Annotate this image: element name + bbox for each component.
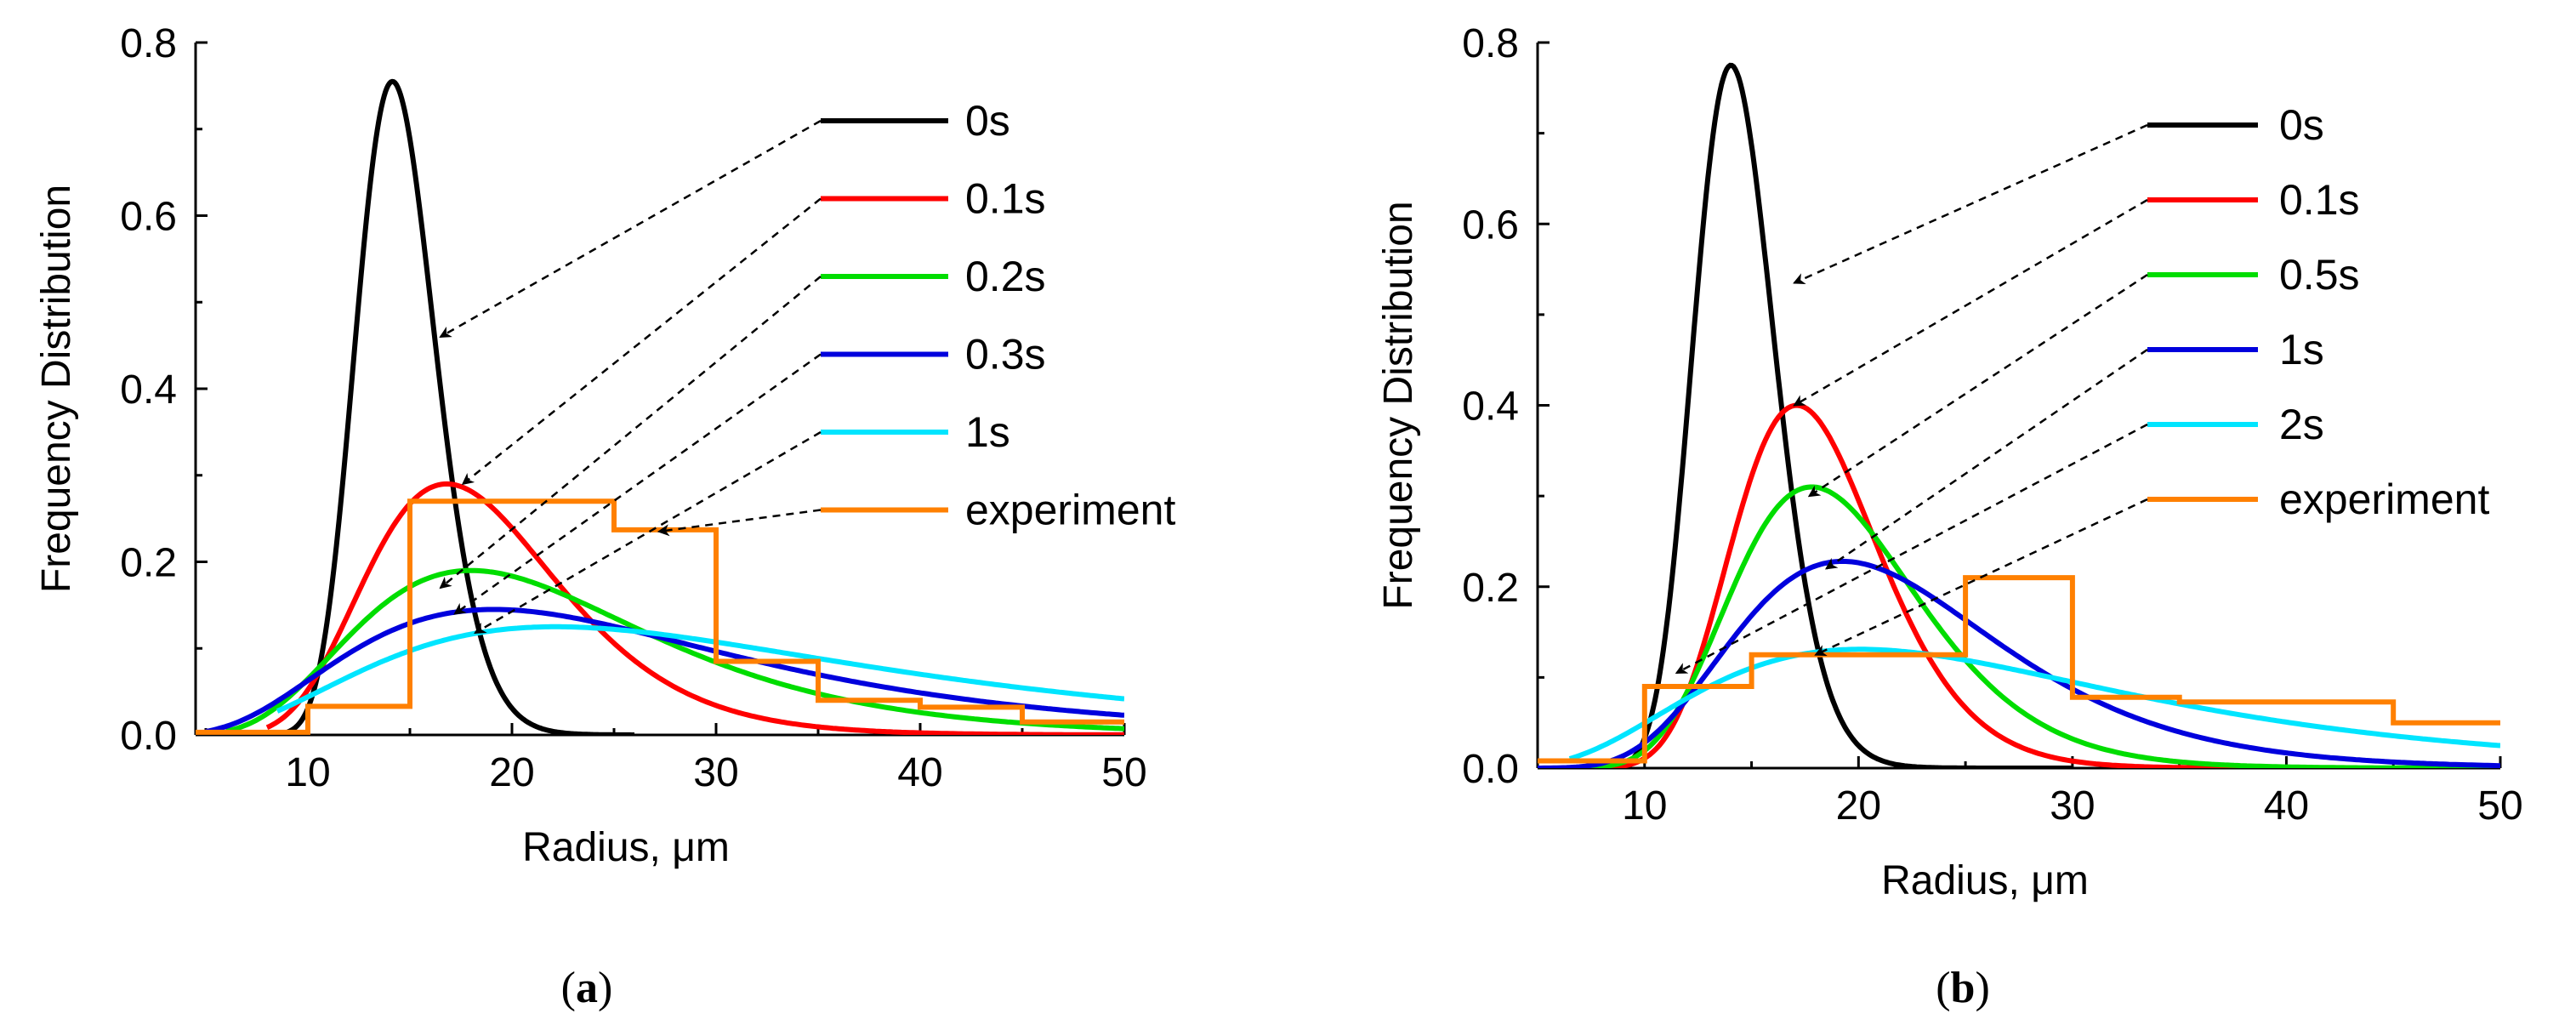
x-tick-label: 30 <box>2050 783 2095 829</box>
y-axis-title: Frequency Distribution <box>34 185 79 593</box>
x-tick-label: 40 <box>897 750 942 795</box>
series-0.2s <box>225 567 1124 734</box>
legend-label-2s: 2s <box>2279 401 2324 448</box>
y-tick-label: 0.0 <box>1462 747 1519 792</box>
series-experiment <box>196 498 1124 735</box>
legend-label-experiment: experiment <box>2279 475 2489 523</box>
legend-label-0.3s: 0.3s <box>965 331 1046 379</box>
legend-arrow-2s <box>1675 423 2148 675</box>
x-tick-label: 50 <box>2477 783 2522 829</box>
panel-b: 0.0 0.2 0.4 0.6 0.8 10 20 30 40 50 Radius, μm Frequ… <box>1376 21 2523 1012</box>
x-tick-label: 30 <box>693 750 738 795</box>
plot-area-b: 0.0 0.2 0.4 0.6 0.8 10 20 30 40 50 Radius, μm Frequ… <box>1376 21 2523 903</box>
plot-area-a: 0.0 0.2 0.4 0.6 0.8 10 20 30 40 50 Radius, μm Frequ… <box>34 21 1175 870</box>
legend-arrow-0.2s <box>439 276 822 589</box>
y-tick-label: 0.6 <box>120 195 177 240</box>
series-2s <box>1568 646 2500 761</box>
series-group <box>1538 62 2500 768</box>
legend-label-experiment: experiment <box>965 487 1175 534</box>
y-tick-label: 0.4 <box>1462 384 1519 430</box>
y-tick-label: 0.0 <box>120 714 177 759</box>
legend-label-0.1s: 0.1s <box>2279 176 2360 224</box>
x-tick-label: 10 <box>285 750 330 795</box>
x-tick-label: 50 <box>1101 750 1146 795</box>
x-tick-label: 10 <box>1622 783 1667 829</box>
series-1s <box>1538 558 2500 768</box>
x-tick-label: 20 <box>1836 783 1881 829</box>
legend-arrow-experiment <box>1814 498 2148 656</box>
legend-arrow-experiment <box>657 509 822 537</box>
legend-label-1s: 1s <box>2279 326 2324 373</box>
legend-label-0s: 0s <box>2279 101 2324 149</box>
y-axis-title: Frequency Distribution <box>1376 201 1421 609</box>
legend-arrow-0.3s <box>453 353 822 615</box>
panel-label-b: (b) <box>1936 964 1990 1012</box>
legend-arrow-0.1s <box>461 197 822 486</box>
legend-arrow-0s <box>1793 123 2148 285</box>
y-tick-label: 0.2 <box>1462 566 1519 611</box>
x-axis-title: Radius, μm <box>522 825 730 870</box>
series-group <box>196 78 1124 735</box>
legend-label-1s: 1s <box>965 408 1010 456</box>
panel-a: 0.0 0.2 0.4 0.6 0.8 10 20 30 40 50 Radius, μm Frequ… <box>34 21 1175 1012</box>
series-0.5s <box>1538 484 2500 768</box>
legend-label-0s: 0s <box>965 97 1010 145</box>
series-0s <box>226 78 634 735</box>
x-axis-title: Radius, μm <box>1881 858 2089 903</box>
panel-label-a: (a) <box>561 964 613 1012</box>
y-tick-label: 0.4 <box>120 367 177 413</box>
y-tick-label: 0.8 <box>1462 21 1519 66</box>
legend-label-0.2s: 0.2s <box>965 253 1046 300</box>
series-0.3s <box>205 606 1124 734</box>
legend-arrow-0s <box>439 119 822 339</box>
legend-label-0.1s: 0.1s <box>965 175 1046 223</box>
y-tick-label: 0.6 <box>1462 202 1519 248</box>
legend-arrow-1s <box>474 430 822 635</box>
legend-label-0.5s: 0.5s <box>2279 251 2360 299</box>
legend-arrow-0.1s <box>1793 198 2148 407</box>
series-experiment <box>1538 575 2500 764</box>
series-1s <box>276 624 1124 714</box>
y-tick-label: 0.8 <box>120 21 177 66</box>
x-tick-label: 20 <box>489 750 534 795</box>
x-tick-label: 40 <box>2264 783 2309 829</box>
legend-arrow-1s <box>1824 348 2148 570</box>
y-tick-label: 0.2 <box>120 541 177 586</box>
